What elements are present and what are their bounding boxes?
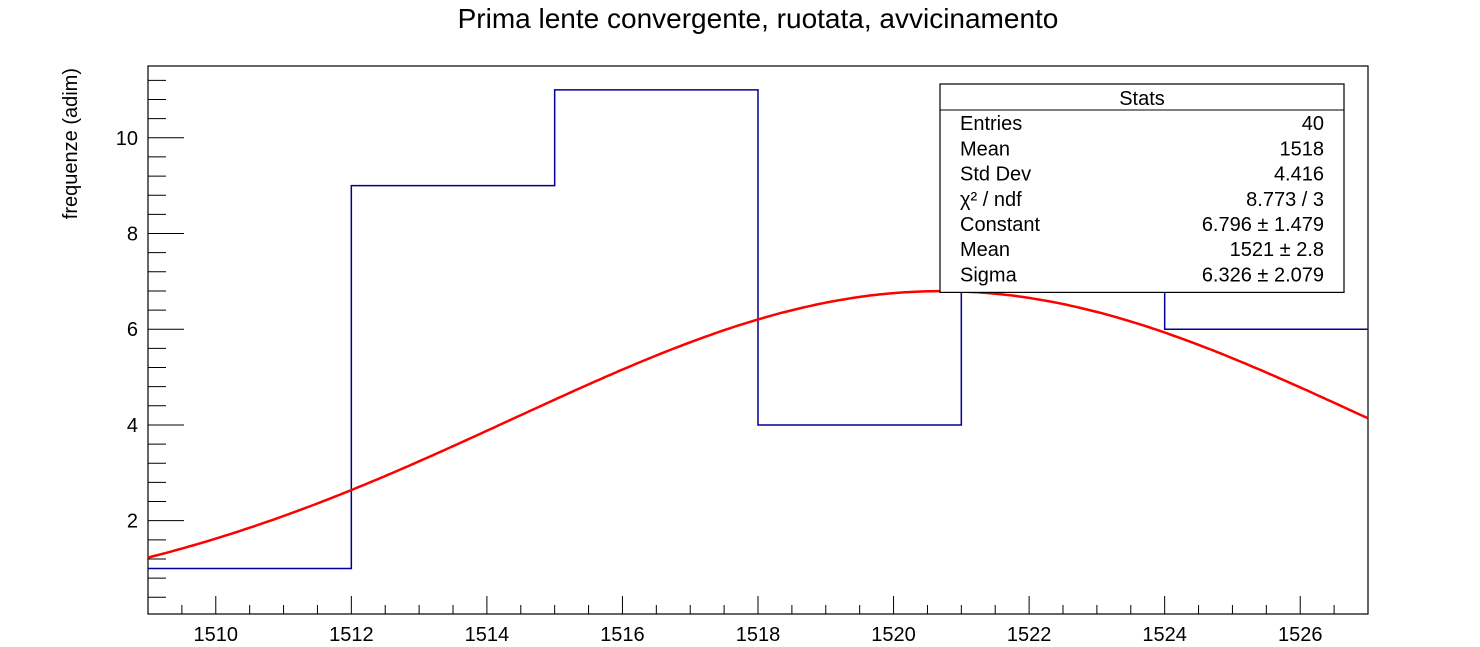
stats-row-value: 6.796 ± 1.479 — [1202, 214, 1324, 236]
stats-box-frame — [939, 83, 1345, 293]
stats-row-value: 1518 — [1280, 138, 1325, 160]
plot-area: 1510 1512 1514 1516 1518 1520 1522 1524 1526 2 4 6 8… — [116, 65, 1369, 646]
x-tick-label: 1510 — [194, 624, 239, 642]
y-tick-label: 8 — [127, 224, 138, 246]
stats-row-label: Sigma — [960, 264, 1018, 286]
stats-row-label: Constant — [960, 214, 1040, 236]
stats-row-label: Mean — [960, 239, 1010, 261]
y-tick-label: 4 — [127, 415, 138, 437]
x-tick-label: 1514 — [465, 624, 510, 642]
x-tick-label: 1524 — [1142, 624, 1187, 642]
y-tick-label: 6 — [127, 319, 138, 341]
y-axis-label: frequenze (adim) — [60, 68, 82, 219]
stats-row-value: 4.416 — [1274, 164, 1324, 186]
x-tick-label: 1520 — [871, 624, 916, 642]
stats-row-value: 8.773 / 3 — [1246, 189, 1324, 211]
x-tick-label: 1522 — [1007, 624, 1052, 642]
gaussian-fit-curve — [147, 289, 1369, 559]
y-tick-label: 10 — [116, 128, 138, 150]
stats-row-label: χ² / ndf — [960, 189, 1022, 211]
stats-row-value: 1521 ± 2.8 — [1230, 239, 1324, 261]
stats-row-label: Mean — [960, 138, 1010, 160]
stats-row-value: 40 — [1302, 113, 1324, 135]
stats-box: Stats Entries 40 Mean 1518 Std Dev 4.416 χ² / n… — [939, 83, 1345, 293]
x-tick-label: 1526 — [1278, 624, 1323, 642]
chart-title: Prima lente convergente, ruotata, avvici… — [458, 3, 1059, 34]
stats-row-label: Entries — [960, 113, 1022, 135]
x-tick-label: 1512 — [329, 624, 374, 642]
x-tick-label: 1518 — [736, 624, 781, 642]
stats-row-value: 6.326 ± 2.079 — [1202, 264, 1324, 286]
stats-box-title: Stats — [1119, 88, 1165, 110]
y-tick-label: 2 — [127, 511, 138, 533]
stats-row-label: Std Dev — [960, 164, 1031, 186]
x-tick-label: 1516 — [600, 624, 645, 642]
